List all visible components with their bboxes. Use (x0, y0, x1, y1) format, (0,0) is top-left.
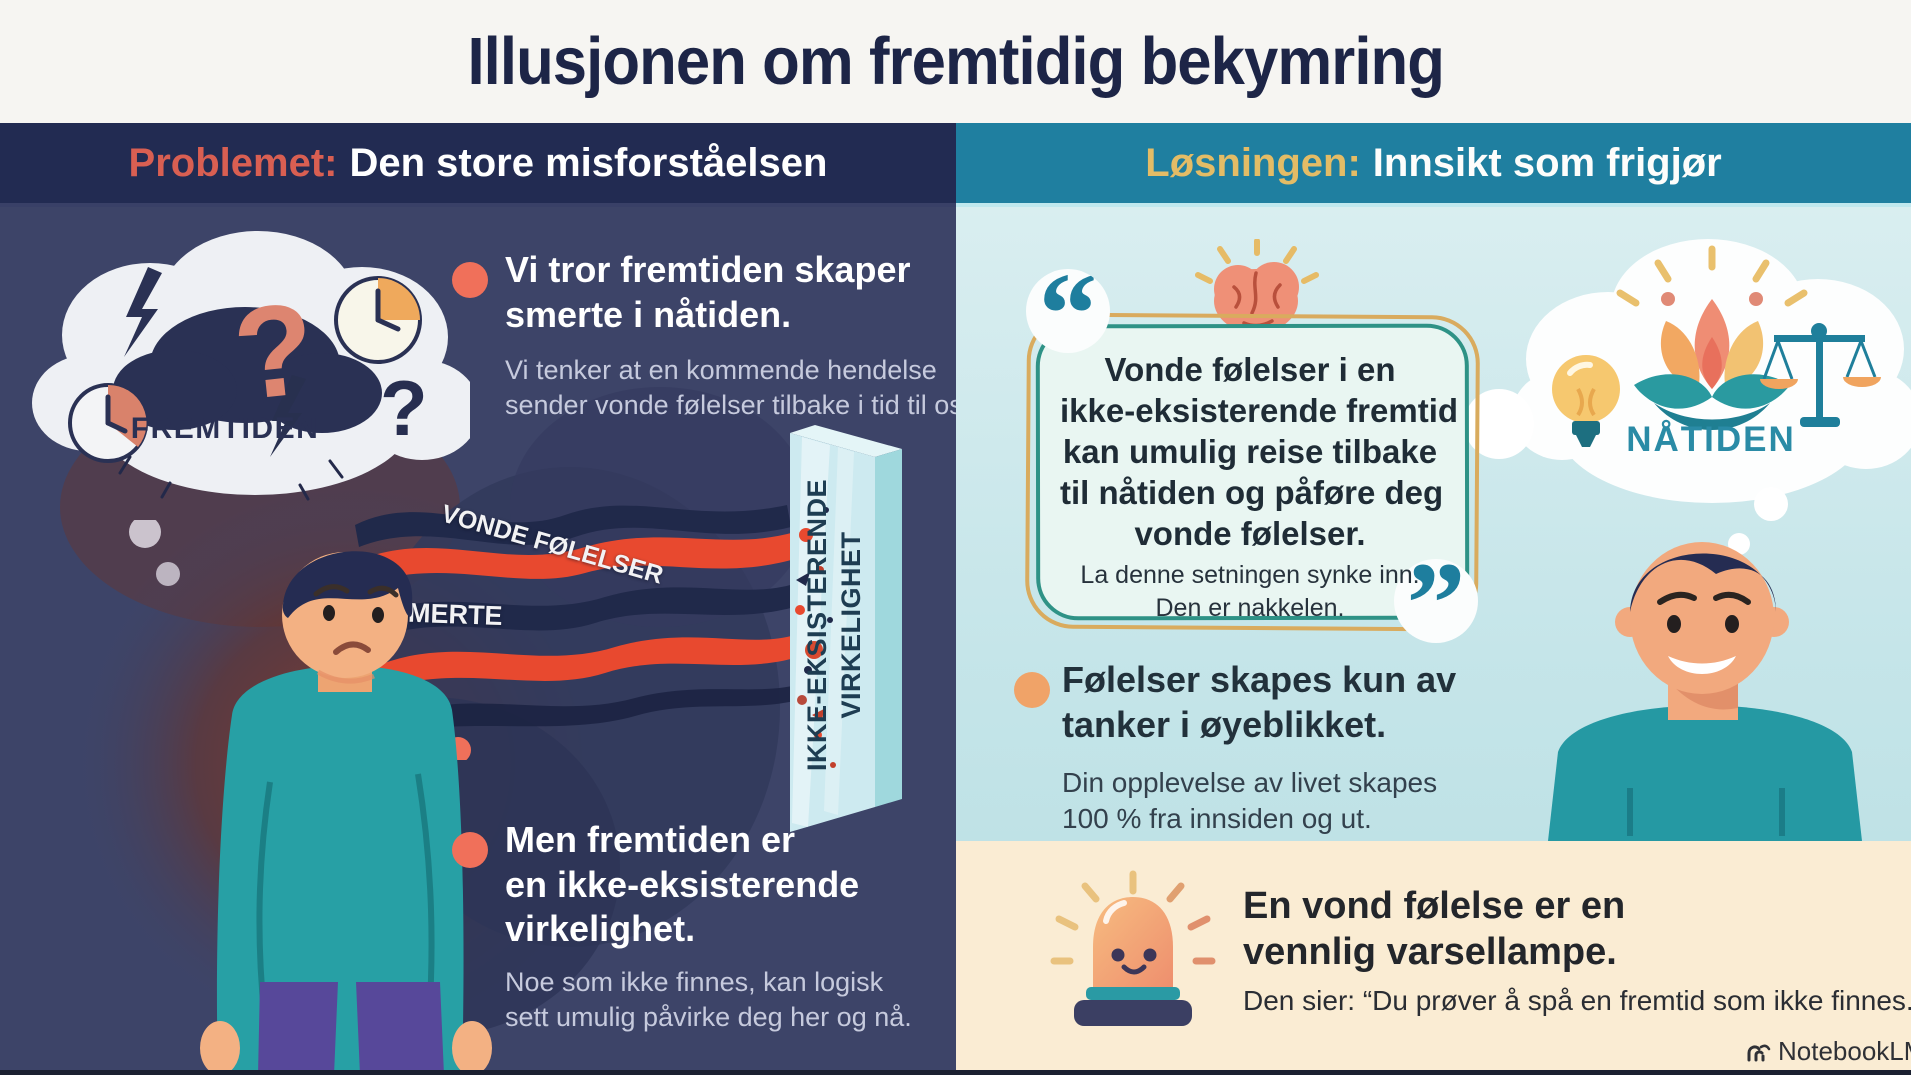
quote-note: La denne setningen synke inn. Den er nak… (1080, 561, 1420, 622)
future-cloud-icon: ? ? (32, 231, 470, 501)
insight-body: Din opplevelse av livet skapes 100 % fra… (1062, 767, 1438, 835)
watermark: NotebookLM (1745, 1036, 1911, 1067)
splatter (795, 507, 836, 768)
future-cloud-label: FREMTIDEN (130, 412, 320, 445)
alert-body: Den sier: “Du prøver å spå en fremtid so… (1243, 985, 1911, 1016)
header-problem: Problemet: Den store misforståelsen (0, 123, 956, 207)
title-bar: Illusjonen om fremtidig bekymring (0, 0, 1911, 123)
thought-bubble (1728, 533, 1750, 555)
header-solution: Løsningen: Innsikt som frigjør (956, 123, 1911, 207)
bullet-dot (1014, 672, 1050, 708)
quote-text: Vonde følelser i en ikke-eksisterende fr… (1060, 351, 1459, 552)
lightning-icon (270, 375, 306, 457)
solution-panel: NÅTIDEN “ ” Vonde føl (956, 207, 1911, 841)
brain-icon (1195, 239, 1319, 350)
notebooklm-icon (1747, 1044, 1771, 1061)
siren-icon (1050, 870, 1216, 1026)
present-cloud-icon (1516, 239, 1911, 503)
clock-icon (68, 383, 148, 463)
thought-bubble (1464, 389, 1534, 459)
open-quote-icon: “ (1026, 269, 1110, 353)
clock-icon (334, 276, 422, 364)
emotion-streaks (355, 505, 805, 760)
insight-title: Følelser skapes kun av tanker i øyeblikk… (1062, 659, 1457, 745)
glass-panel (790, 425, 902, 832)
watermark-label: NotebookLM (1778, 1036, 1911, 1066)
rays (1616, 245, 1808, 307)
page-title: Illusjonen om fremtidig bekymring (467, 24, 1444, 99)
header-solution-text: Innsikt som frigjør (1372, 140, 1722, 185)
alert-section: En vond følelse er en vennlig varsellamp… (956, 841, 1911, 1075)
lightbulb-icon (1552, 355, 1620, 447)
lightning-icon (124, 267, 162, 357)
bottom-edge (0, 1070, 1911, 1075)
header-problem-lead: Problemet: (128, 140, 338, 185)
svg-text:?: ? (227, 274, 321, 428)
header-problem-text: Den store misforståelsen (349, 140, 828, 185)
claim-2-body: Noe som ikke finnes, kan logisk sett umu… (505, 967, 912, 1033)
problem-panel: ? ? FREMTIDEN (0, 207, 956, 1075)
sad-person (129, 520, 492, 1075)
happy-person (1548, 542, 1862, 841)
thought-bubble (1754, 487, 1788, 521)
svg-text:?: ? (380, 364, 428, 452)
present-cloud-label: NÅTIDEN (1626, 420, 1796, 459)
claim-1-title: Vi tror fremtiden skaper smerte i nåtide… (505, 249, 911, 335)
glass-panel-label: IKKE-EKSISTERENDE VIRKELIGHET (802, 478, 866, 772)
claim-2-title: Men fremtiden er en ikke-eksisterende vi… (505, 819, 860, 950)
alert-title: En vond følelse er en vennlig varsellamp… (1243, 885, 1626, 974)
bullet-dot (452, 262, 488, 298)
claim-1-body: Vi tenker at en kommende hendelse sender… (505, 355, 956, 421)
close-quote-icon: ” (1394, 559, 1478, 643)
bullet-dot (452, 832, 488, 868)
scales-icon (1760, 323, 1881, 427)
header-solution-lead: Løsningen: (1145, 140, 1361, 185)
